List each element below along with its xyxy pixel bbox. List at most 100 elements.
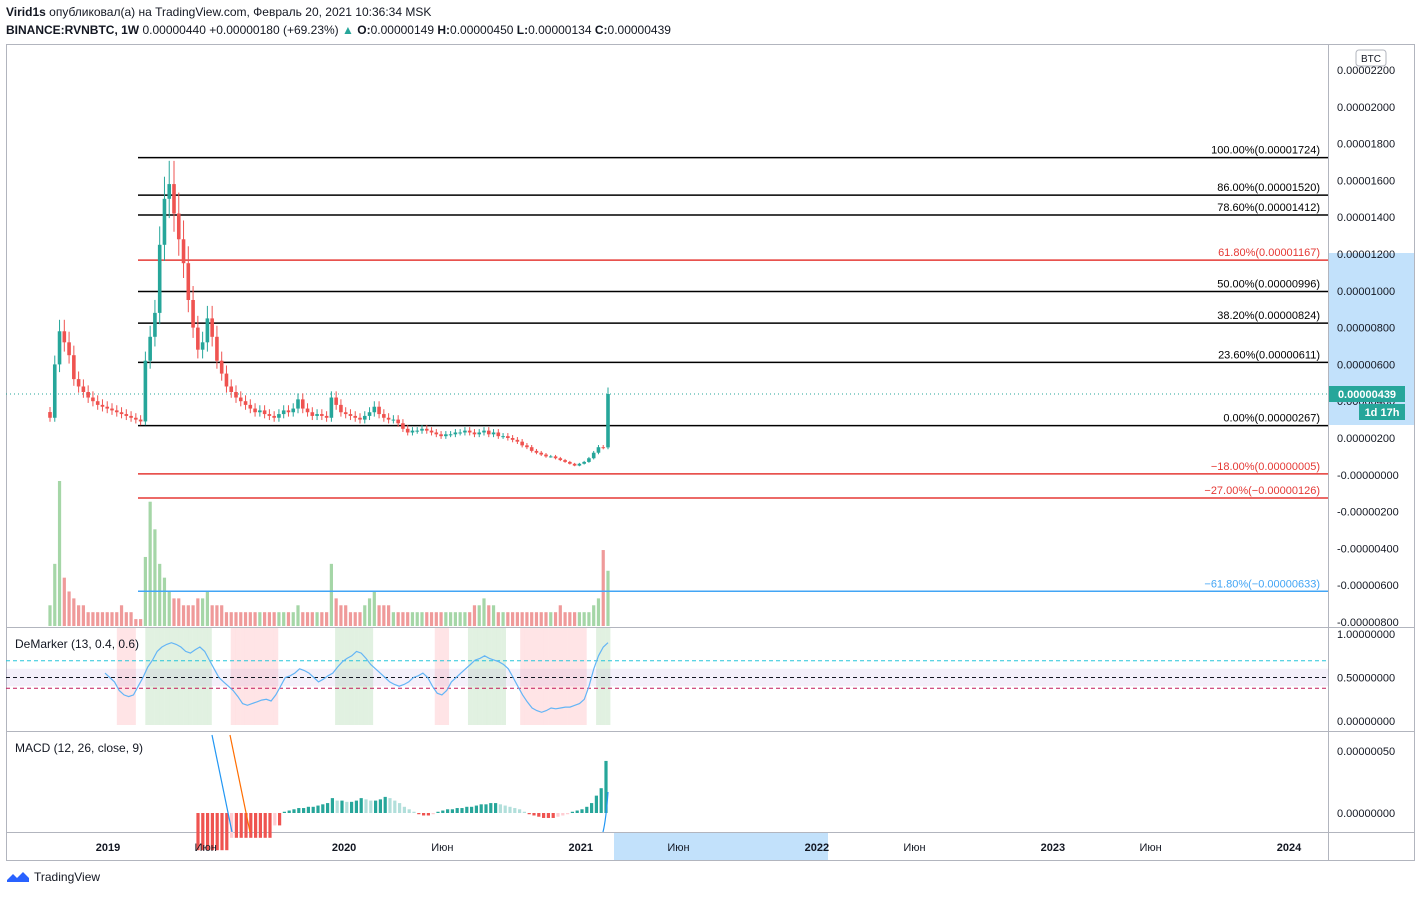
macd-histogram-bar	[201, 813, 205, 851]
candle-body	[296, 399, 300, 409]
candle-body	[86, 392, 90, 398]
volume-bar	[186, 605, 190, 626]
up-arrow-icon: ▲	[342, 23, 354, 37]
macd-line	[211, 734, 233, 833]
macd-histogram-bar	[570, 811, 574, 813]
candle-body	[439, 434, 443, 437]
demarker-zone	[235, 628, 241, 725]
candle-body	[48, 412, 52, 418]
volume-bar	[105, 612, 109, 626]
volume-bar	[53, 563, 57, 626]
demarker-zone	[249, 628, 255, 725]
volume-bar	[577, 612, 581, 626]
candle-body	[558, 458, 563, 461]
currency-box[interactable]	[1355, 49, 1387, 67]
tradingview-logo-icon[interactable]	[6, 870, 30, 884]
volume-bar	[491, 605, 496, 626]
demarker-zone	[486, 628, 492, 725]
volume-bar	[277, 612, 281, 626]
time-axis-highlight	[614, 833, 828, 860]
last-price: 0.00000440	[142, 23, 206, 37]
demarker-zone	[339, 628, 345, 725]
volume-bar	[215, 605, 219, 626]
macd-title[interactable]: MACD (12, 26, close, 9)	[15, 741, 143, 755]
demarker-zone	[482, 628, 488, 725]
demarker-zone	[150, 628, 155, 725]
candle-body	[200, 342, 205, 350]
volume-bar	[439, 612, 443, 626]
volume-bar	[148, 501, 152, 626]
volume-bar	[539, 612, 543, 626]
macd-histogram-bar	[551, 813, 555, 818]
candle-body	[553, 456, 558, 459]
price-axis-tick: 0.00001600	[1337, 175, 1395, 187]
price-axis-tick: 0.00001000	[1337, 286, 1395, 298]
price-axis-tick: -0.00000800	[1337, 617, 1399, 629]
volume-bar	[601, 550, 605, 626]
macd-histogram-bar	[297, 808, 301, 813]
volume-bar	[286, 612, 291, 626]
macd-histogram-bar	[522, 811, 526, 813]
volume-bar	[363, 605, 367, 626]
demarker-zone	[192, 628, 198, 725]
time-axis-tick: 2020	[332, 842, 356, 854]
demarker-title[interactable]: DeMarker (13, 0.4, 0.6)	[15, 637, 139, 651]
candle-body	[577, 463, 582, 466]
candle-body	[339, 404, 343, 413]
demarker-zone	[273, 628, 279, 725]
symbol-label[interactable]: BINANCE:RVNBTC, 1W	[6, 23, 140, 37]
macd-histogram-bar	[340, 800, 344, 813]
candle-body	[176, 213, 181, 240]
macd-histogram-bar	[446, 809, 450, 813]
candle-body	[539, 452, 544, 455]
price-axis-tick: 0.00001800	[1337, 139, 1395, 151]
candle-body	[367, 412, 372, 416]
fib-level-label: −18.00%(0.00000005)	[1211, 461, 1320, 473]
volume-bar	[57, 481, 62, 626]
volume-bar	[272, 612, 276, 626]
volume-bar	[201, 598, 205, 626]
demarker-zone	[562, 628, 568, 725]
macd-histogram-bar	[383, 796, 387, 813]
macd-histogram-bar	[254, 813, 258, 838]
candle-body	[596, 447, 601, 453]
candle-body	[148, 336, 152, 361]
demarker-zone	[344, 628, 350, 725]
demarker-zone	[600, 628, 606, 725]
price-axis-tick: 0.00002200	[1337, 65, 1395, 77]
price-axis-tick: 0.00000800	[1337, 323, 1395, 335]
macd-histogram-bar	[302, 808, 306, 813]
demarker-zone	[368, 628, 374, 725]
demarker-zone	[434, 628, 440, 725]
time-axis-tick: 2021	[569, 842, 593, 854]
candle-body	[534, 450, 539, 453]
macd-histogram-bar	[287, 810, 291, 813]
brand-name[interactable]: TradingView	[34, 870, 101, 884]
volume-bar	[353, 612, 357, 626]
candle-body	[415, 430, 420, 432]
demarker-zone	[581, 628, 587, 725]
macd-histogram-bar	[431, 813, 435, 815]
macd-histogram-bar	[566, 813, 570, 815]
candle-body	[210, 318, 214, 337]
candle-body	[515, 439, 520, 442]
macd-histogram-bar	[599, 788, 603, 813]
candle-body	[510, 438, 515, 440]
price-axis-tick: -0.00000000	[1337, 470, 1399, 482]
demarker-zone	[259, 628, 264, 725]
macd-histogram-bar	[215, 813, 219, 851]
candle-body	[153, 312, 157, 337]
demarker-zone	[577, 628, 582, 725]
volume-bar	[348, 612, 353, 626]
price-badge-text: 0.00000439	[1338, 389, 1396, 401]
candle-body	[377, 406, 381, 415]
macd-histogram-bar	[249, 813, 253, 838]
author-name[interactable]: Virid1s	[6, 5, 46, 19]
candle-body	[138, 419, 143, 422]
macd-histogram-bar	[470, 806, 474, 813]
volume-bar	[444, 612, 448, 626]
candle-body	[372, 406, 377, 413]
candle-body	[215, 336, 219, 361]
candle-body	[501, 436, 505, 438]
